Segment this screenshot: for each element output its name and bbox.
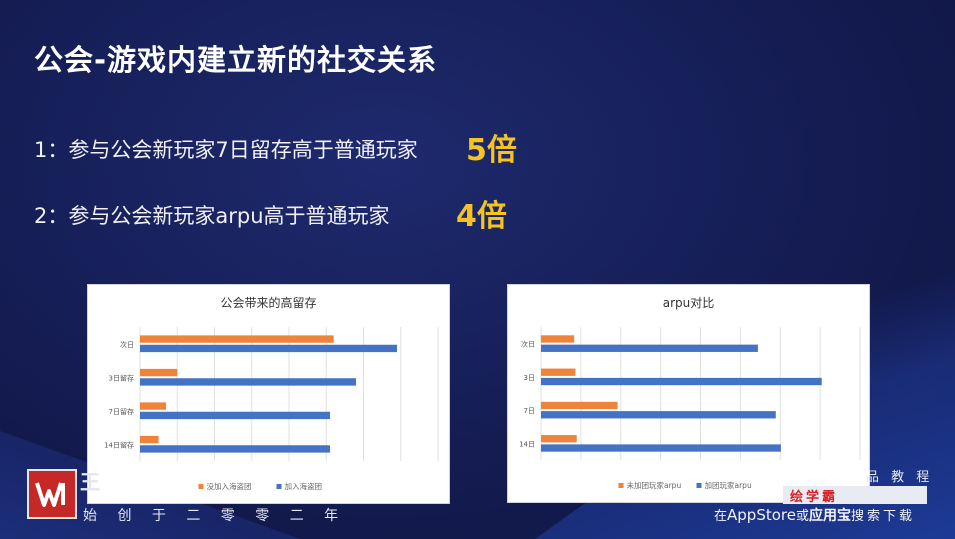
chart-title: 公会带来的高留存 — [220, 295, 316, 310]
legend-label: 加入海盗团 — [285, 481, 323, 491]
category-label: 次日 — [120, 340, 134, 349]
arpu-chart-card: arpu对比次日 3日 7日 14日未加团玩家arpu 加团玩家arpu — [507, 284, 870, 503]
chart-title: arpu对比 — [663, 296, 715, 310]
slogan: 始 创 于 二 零 零 二 年 — [83, 508, 347, 524]
category-label: 14日 — [519, 440, 535, 448]
bar-series-2 — [541, 344, 758, 352]
bar-series-1 — [140, 402, 167, 410]
watermark-brand-bar — [783, 486, 927, 504]
bar-series-2 — [140, 445, 330, 453]
watermark-download-text: 在AppStore或应用宝搜索下载 — [714, 505, 915, 525]
bar-series-2 — [140, 378, 357, 386]
bar-series-2 — [541, 377, 822, 386]
legend-swatch — [696, 483, 702, 488]
watermark-yyb: 应用宝 — [808, 508, 851, 524]
category-label: 7日 — [524, 407, 535, 415]
watermark-top: 品 教 程 — [866, 470, 934, 485]
bar-series-1 — [541, 401, 618, 410]
bar-series-1 — [541, 335, 575, 343]
bar-series-1 — [140, 335, 334, 343]
logo-icon — [27, 469, 77, 519]
bar-series-1 — [140, 368, 178, 377]
logo-text: 王 — [80, 470, 100, 494]
legend-label: 没加入海盗团 — [207, 481, 252, 491]
legend-swatch — [618, 483, 624, 488]
bar-series-1 — [140, 435, 159, 444]
bar-series-2 — [541, 411, 776, 419]
category-label: 14日留存 — [104, 440, 134, 449]
watermark-prefix: 在 — [714, 509, 728, 524]
point-arpu: 2：参与公会新玩家arpu高于普通玩家 — [34, 204, 390, 228]
category-label: 3日 — [524, 374, 535, 382]
bar-series-2 — [140, 411, 330, 420]
legend-label: 加团玩家arpu — [705, 480, 752, 490]
category-label: 3日留存 — [109, 373, 134, 382]
retention-chart-card: 公会带来的高留存次日 3日留存 7日留存 14日留存没加入海盗团 加入海盗团 — [87, 284, 450, 504]
legend-label: 未加团玩家arpu — [627, 480, 682, 490]
bar-series-1 — [541, 368, 576, 376]
bar-series-1 — [541, 435, 577, 443]
category-label: 7日留存 — [109, 407, 134, 416]
watermark-tail: 搜索下载 — [850, 509, 915, 524]
slide-title: 公会-游戏内建立新的社交关系 — [34, 43, 438, 77]
bar-series-2 — [541, 444, 781, 452]
watermark-appstore: AppStore — [727, 506, 796, 524]
legend-swatch — [276, 484, 282, 489]
legend-swatch — [198, 484, 204, 489]
point-arpu-value: 4倍 — [456, 199, 507, 234]
watermark-brand: 绘学霸 — [790, 490, 839, 505]
bar-series-2 — [140, 344, 398, 353]
point-retention-value: 5倍 — [466, 133, 517, 168]
point-retention: 1：参与公会新玩家7日留存高于普通玩家 — [34, 138, 418, 162]
watermark-or: 或 — [795, 509, 809, 524]
category-label: 次日 — [521, 340, 535, 349]
